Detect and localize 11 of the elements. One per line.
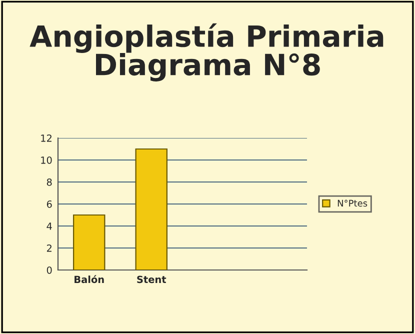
y-tick-label: 0 (46, 266, 52, 274)
chart-title: Angioplastía Primaria Diagrama N°8 (30, 23, 384, 82)
x-tick-label: Stent (137, 276, 166, 284)
y-tick-label: 10 (41, 156, 52, 164)
legend-label: N°Ptes (338, 200, 368, 207)
y-tick-label: 12 (41, 134, 52, 142)
y-tick-label: 2 (46, 244, 52, 252)
y-tick-label: 6 (46, 200, 52, 208)
y-tick-label: 4 (46, 222, 52, 230)
y-tick-label: 8 (46, 178, 52, 186)
x-tick-label: Balón (74, 275, 104, 284)
